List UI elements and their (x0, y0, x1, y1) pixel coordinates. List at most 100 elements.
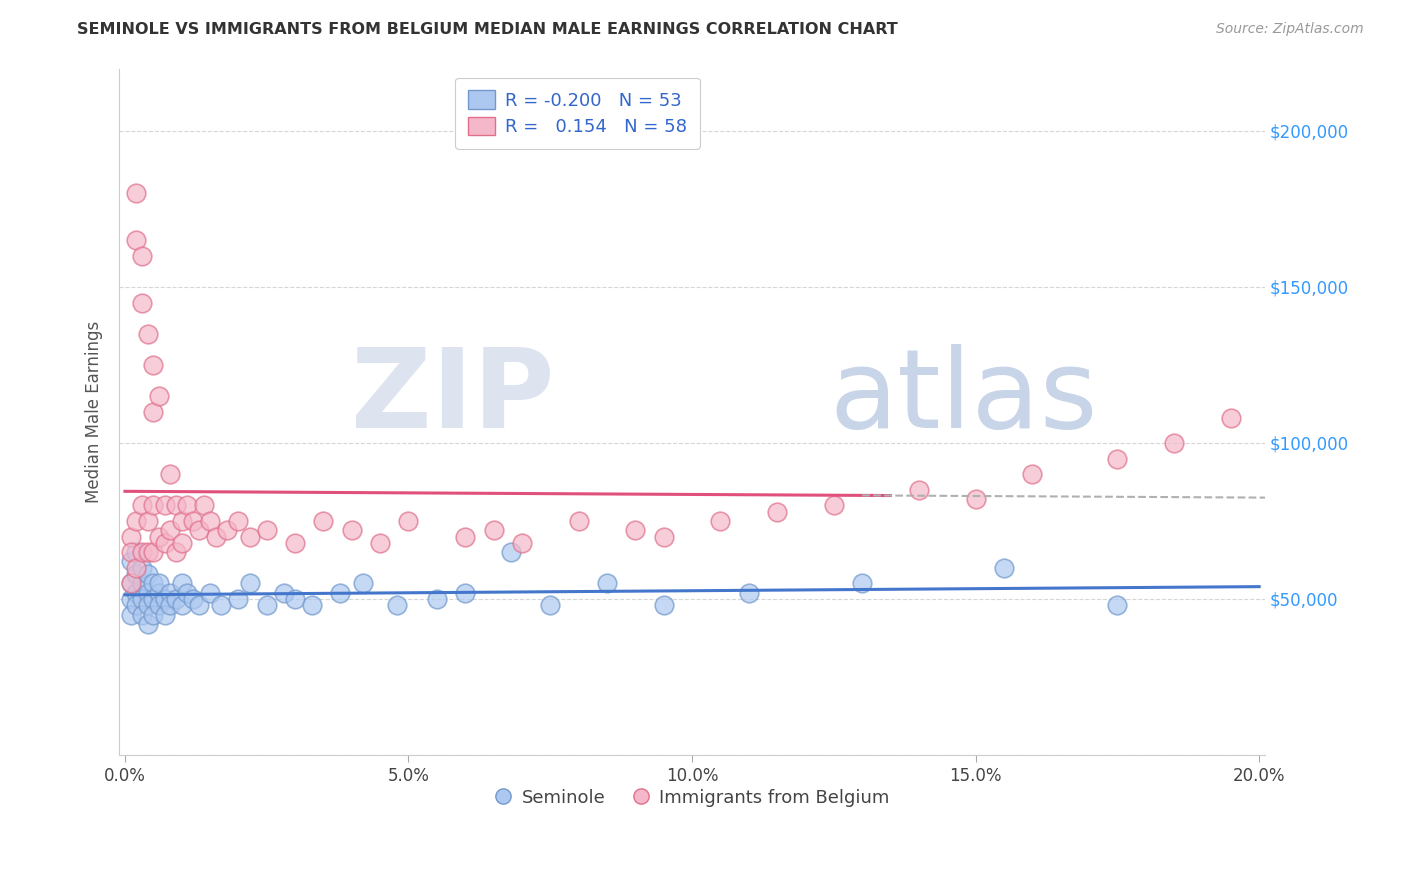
Point (120, 529, 142, 543)
Point (426, 591, 449, 606)
Point (965, 491, 987, 506)
Point (120, 554, 142, 568)
Point (120, 607, 142, 622)
Point (284, 535, 307, 549)
Point (120, 545, 142, 559)
Point (131, 607, 153, 622)
Point (301, 598, 323, 612)
Point (142, 498, 165, 512)
Point (165, 498, 187, 512)
Point (198, 585, 221, 599)
Point (398, 514, 420, 528)
Point (568, 514, 591, 528)
Point (273, 585, 295, 599)
Point (228, 514, 250, 528)
Point (209, 598, 232, 612)
Point (385, 598, 408, 612)
Point (312, 514, 335, 528)
Point (823, 498, 845, 512)
Point (165, 545, 187, 559)
Point (176, 585, 198, 599)
Point (215, 523, 238, 537)
Point (1163, 436, 1185, 450)
Point (204, 529, 226, 543)
Point (159, 598, 181, 612)
Point (187, 523, 209, 537)
Point (142, 545, 165, 559)
Point (454, 529, 477, 543)
Point (131, 560, 153, 574)
Text: ZIP: ZIP (352, 344, 554, 451)
Point (148, 529, 170, 543)
Y-axis label: Median Male Earnings: Median Male Earnings (86, 320, 103, 503)
Point (352, 576, 374, 591)
Point (131, 295, 153, 310)
Point (176, 498, 198, 512)
Point (142, 576, 165, 591)
Point (148, 585, 170, 599)
Point (148, 576, 170, 591)
Point (159, 523, 181, 537)
Point (256, 523, 278, 537)
Point (125, 560, 148, 574)
Point (228, 591, 250, 606)
Point (120, 576, 142, 591)
Point (153, 498, 176, 512)
Point (851, 576, 873, 591)
Text: SEMINOLE VS IMMIGRANTS FROM BELGIUM MEDIAN MALE EARNINGS CORRELATION CHART: SEMINOLE VS IMMIGRANTS FROM BELGIUM MEDI… (77, 22, 898, 37)
Point (709, 514, 731, 528)
Point (159, 467, 181, 482)
Point (142, 405, 165, 419)
Point (142, 358, 165, 372)
Point (329, 585, 352, 599)
Point (125, 566, 148, 581)
Point (125, 598, 148, 612)
Text: Source: ZipAtlas.com: Source: ZipAtlas.com (1216, 22, 1364, 37)
Point (193, 498, 215, 512)
Point (170, 514, 193, 528)
Point (170, 535, 193, 549)
Point (1107, 598, 1129, 612)
Point (239, 529, 262, 543)
Point (284, 591, 307, 606)
Point (482, 523, 505, 537)
Point (624, 523, 647, 537)
Point (136, 616, 159, 631)
Point (136, 566, 159, 581)
Point (148, 389, 170, 403)
Point (181, 514, 204, 528)
Point (136, 585, 159, 599)
Point (187, 598, 209, 612)
Point (165, 591, 187, 606)
Point (340, 523, 363, 537)
Point (170, 576, 193, 591)
Point (1021, 467, 1043, 482)
Point (153, 607, 176, 622)
Point (652, 598, 675, 612)
Point (125, 514, 148, 528)
Point (652, 529, 675, 543)
Point (142, 591, 165, 606)
Text: atlas: atlas (830, 344, 1098, 451)
Point (908, 483, 931, 497)
Point (256, 598, 278, 612)
Point (1219, 411, 1241, 425)
Point (239, 576, 262, 591)
Point (120, 591, 142, 606)
Point (136, 514, 159, 528)
Legend: Seminole, Immigrants from Belgium: Seminole, Immigrants from Belgium (486, 781, 897, 814)
Point (136, 326, 159, 341)
Point (148, 598, 170, 612)
Point (1107, 451, 1129, 466)
Point (738, 585, 761, 599)
Point (153, 535, 176, 549)
Point (766, 504, 789, 518)
Point (198, 514, 221, 528)
Point (368, 535, 391, 549)
Point (136, 545, 159, 559)
Point (153, 591, 176, 606)
Point (125, 186, 148, 201)
Point (454, 585, 477, 599)
Point (499, 545, 522, 559)
Point (538, 598, 561, 612)
